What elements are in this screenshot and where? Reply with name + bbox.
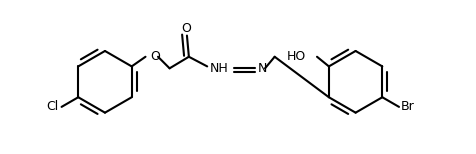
Text: O: O: [150, 50, 160, 63]
Text: Br: Br: [401, 100, 415, 113]
Text: N: N: [258, 62, 267, 75]
Text: NH: NH: [210, 62, 229, 75]
Text: O: O: [181, 22, 191, 35]
Text: Cl: Cl: [47, 100, 59, 113]
Text: HO: HO: [287, 50, 307, 63]
